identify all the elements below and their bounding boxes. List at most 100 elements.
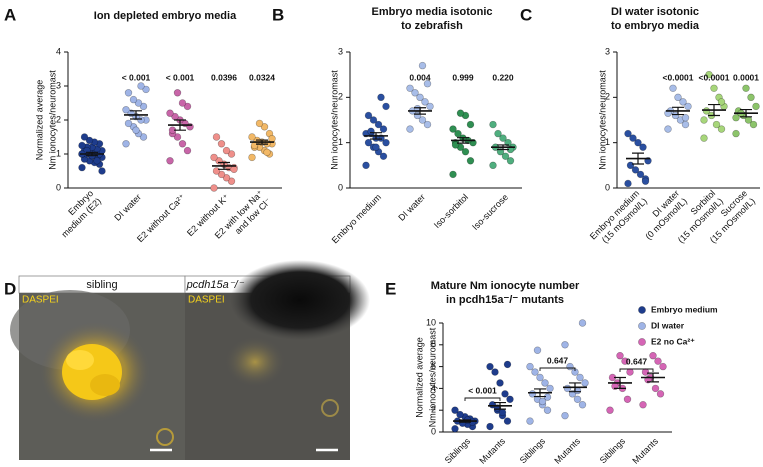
bracket xyxy=(619,368,654,372)
stain-label: DASPEI xyxy=(22,295,59,306)
data-point xyxy=(212,167,221,175)
data-point xyxy=(217,170,226,179)
y-tick-label: 2 xyxy=(431,405,436,415)
data-point xyxy=(641,368,650,376)
data-point xyxy=(217,140,226,148)
data-point xyxy=(364,138,373,147)
y-tick-label: 4 xyxy=(56,46,61,56)
data-point xyxy=(501,390,509,398)
data-point xyxy=(466,157,475,165)
data-point xyxy=(124,119,133,128)
x-tick-label: DI water xyxy=(112,192,143,223)
data-point xyxy=(499,134,507,142)
data-point xyxy=(626,368,634,376)
data-point xyxy=(654,357,662,365)
data-point xyxy=(546,384,554,393)
neuromast xyxy=(66,350,94,370)
data-point xyxy=(631,166,640,174)
data-point xyxy=(606,406,614,414)
data-point xyxy=(466,120,475,129)
data-point xyxy=(142,85,150,94)
x-tick-label: Siblings xyxy=(518,436,548,466)
data-point xyxy=(543,406,552,414)
data-point xyxy=(421,98,429,106)
data-point xyxy=(526,362,534,371)
data-point xyxy=(132,126,140,134)
x-tick-label: Mutants xyxy=(630,436,660,466)
x-tick-label: Siblings xyxy=(598,436,628,466)
p-value: 0.0396 xyxy=(211,72,237,82)
data-point xyxy=(624,129,632,138)
data-point xyxy=(494,129,502,138)
data-point xyxy=(578,401,587,409)
y-tick-label: 1 xyxy=(605,137,610,147)
legend-marker xyxy=(638,306,646,314)
data-point xyxy=(255,119,264,128)
y-axis-label: Nm ionocytes/neuromast xyxy=(427,327,437,427)
p-value: 0.647 xyxy=(547,355,569,365)
data-point xyxy=(541,379,549,387)
data-point xyxy=(705,70,713,79)
data-point xyxy=(649,352,657,360)
data-point xyxy=(449,170,457,179)
data-point xyxy=(752,102,760,111)
stain-label: DASPEI xyxy=(188,295,225,306)
data-point xyxy=(364,111,373,120)
data-point xyxy=(263,148,271,157)
panel-letter: E xyxy=(385,279,396,298)
data-point xyxy=(563,384,572,393)
data-point xyxy=(503,417,512,425)
panel-letter: C xyxy=(520,5,532,24)
y-tick-label: 3 xyxy=(338,46,343,56)
p-value: 0.0324 xyxy=(249,72,275,82)
data-point xyxy=(461,148,470,156)
legend-label: E2 no Ca²⁺ xyxy=(651,336,695,346)
data-point xyxy=(418,116,427,124)
data-point xyxy=(250,141,259,150)
data-point xyxy=(503,360,512,369)
data-point xyxy=(80,133,89,141)
data-point xyxy=(506,157,515,165)
data-point xyxy=(454,129,462,138)
data-point xyxy=(374,120,383,129)
data-point xyxy=(489,161,497,170)
data-point xyxy=(183,146,192,155)
data-point xyxy=(379,152,388,160)
y-tick-label: 0 xyxy=(431,426,436,436)
y-axis-label: Nm ionocytes/neuromast xyxy=(47,70,57,170)
data-point xyxy=(173,89,182,97)
data-point xyxy=(659,362,667,371)
y-tick-label: 6 xyxy=(431,361,436,371)
data-point xyxy=(423,80,432,88)
data-point xyxy=(406,84,414,92)
chart-title: Embryo media isotonic xyxy=(371,6,492,18)
p-value: < 0.001 xyxy=(122,72,151,82)
data-point xyxy=(710,84,718,92)
data-point xyxy=(78,141,86,150)
data-point xyxy=(93,157,101,165)
y-tick-label: 8 xyxy=(431,339,436,349)
data-point xyxy=(681,114,690,122)
p-value: 0.220 xyxy=(492,72,514,82)
p-value: < 0.001 xyxy=(166,72,195,82)
data-point xyxy=(406,125,414,133)
data-point xyxy=(656,390,665,398)
data-point xyxy=(578,319,587,327)
p-value: < 0.001 xyxy=(468,385,497,395)
data-point xyxy=(124,89,133,97)
data-point xyxy=(451,425,459,433)
p-value: 0.647 xyxy=(626,356,648,366)
data-point xyxy=(501,152,510,160)
data-point xyxy=(416,93,424,102)
data-point xyxy=(166,109,174,117)
data-point xyxy=(362,161,370,170)
data-point xyxy=(210,184,218,192)
data-point xyxy=(639,143,647,151)
legend-marker xyxy=(638,322,646,330)
y-tick-label: 2 xyxy=(605,92,610,102)
legend-label: DI water xyxy=(651,320,685,330)
data-point xyxy=(372,143,380,151)
panel-letter: B xyxy=(272,5,284,24)
x-tick-label: Siblings xyxy=(443,436,473,466)
image-label: pcdh15a⁻/⁻ xyxy=(186,279,245,291)
